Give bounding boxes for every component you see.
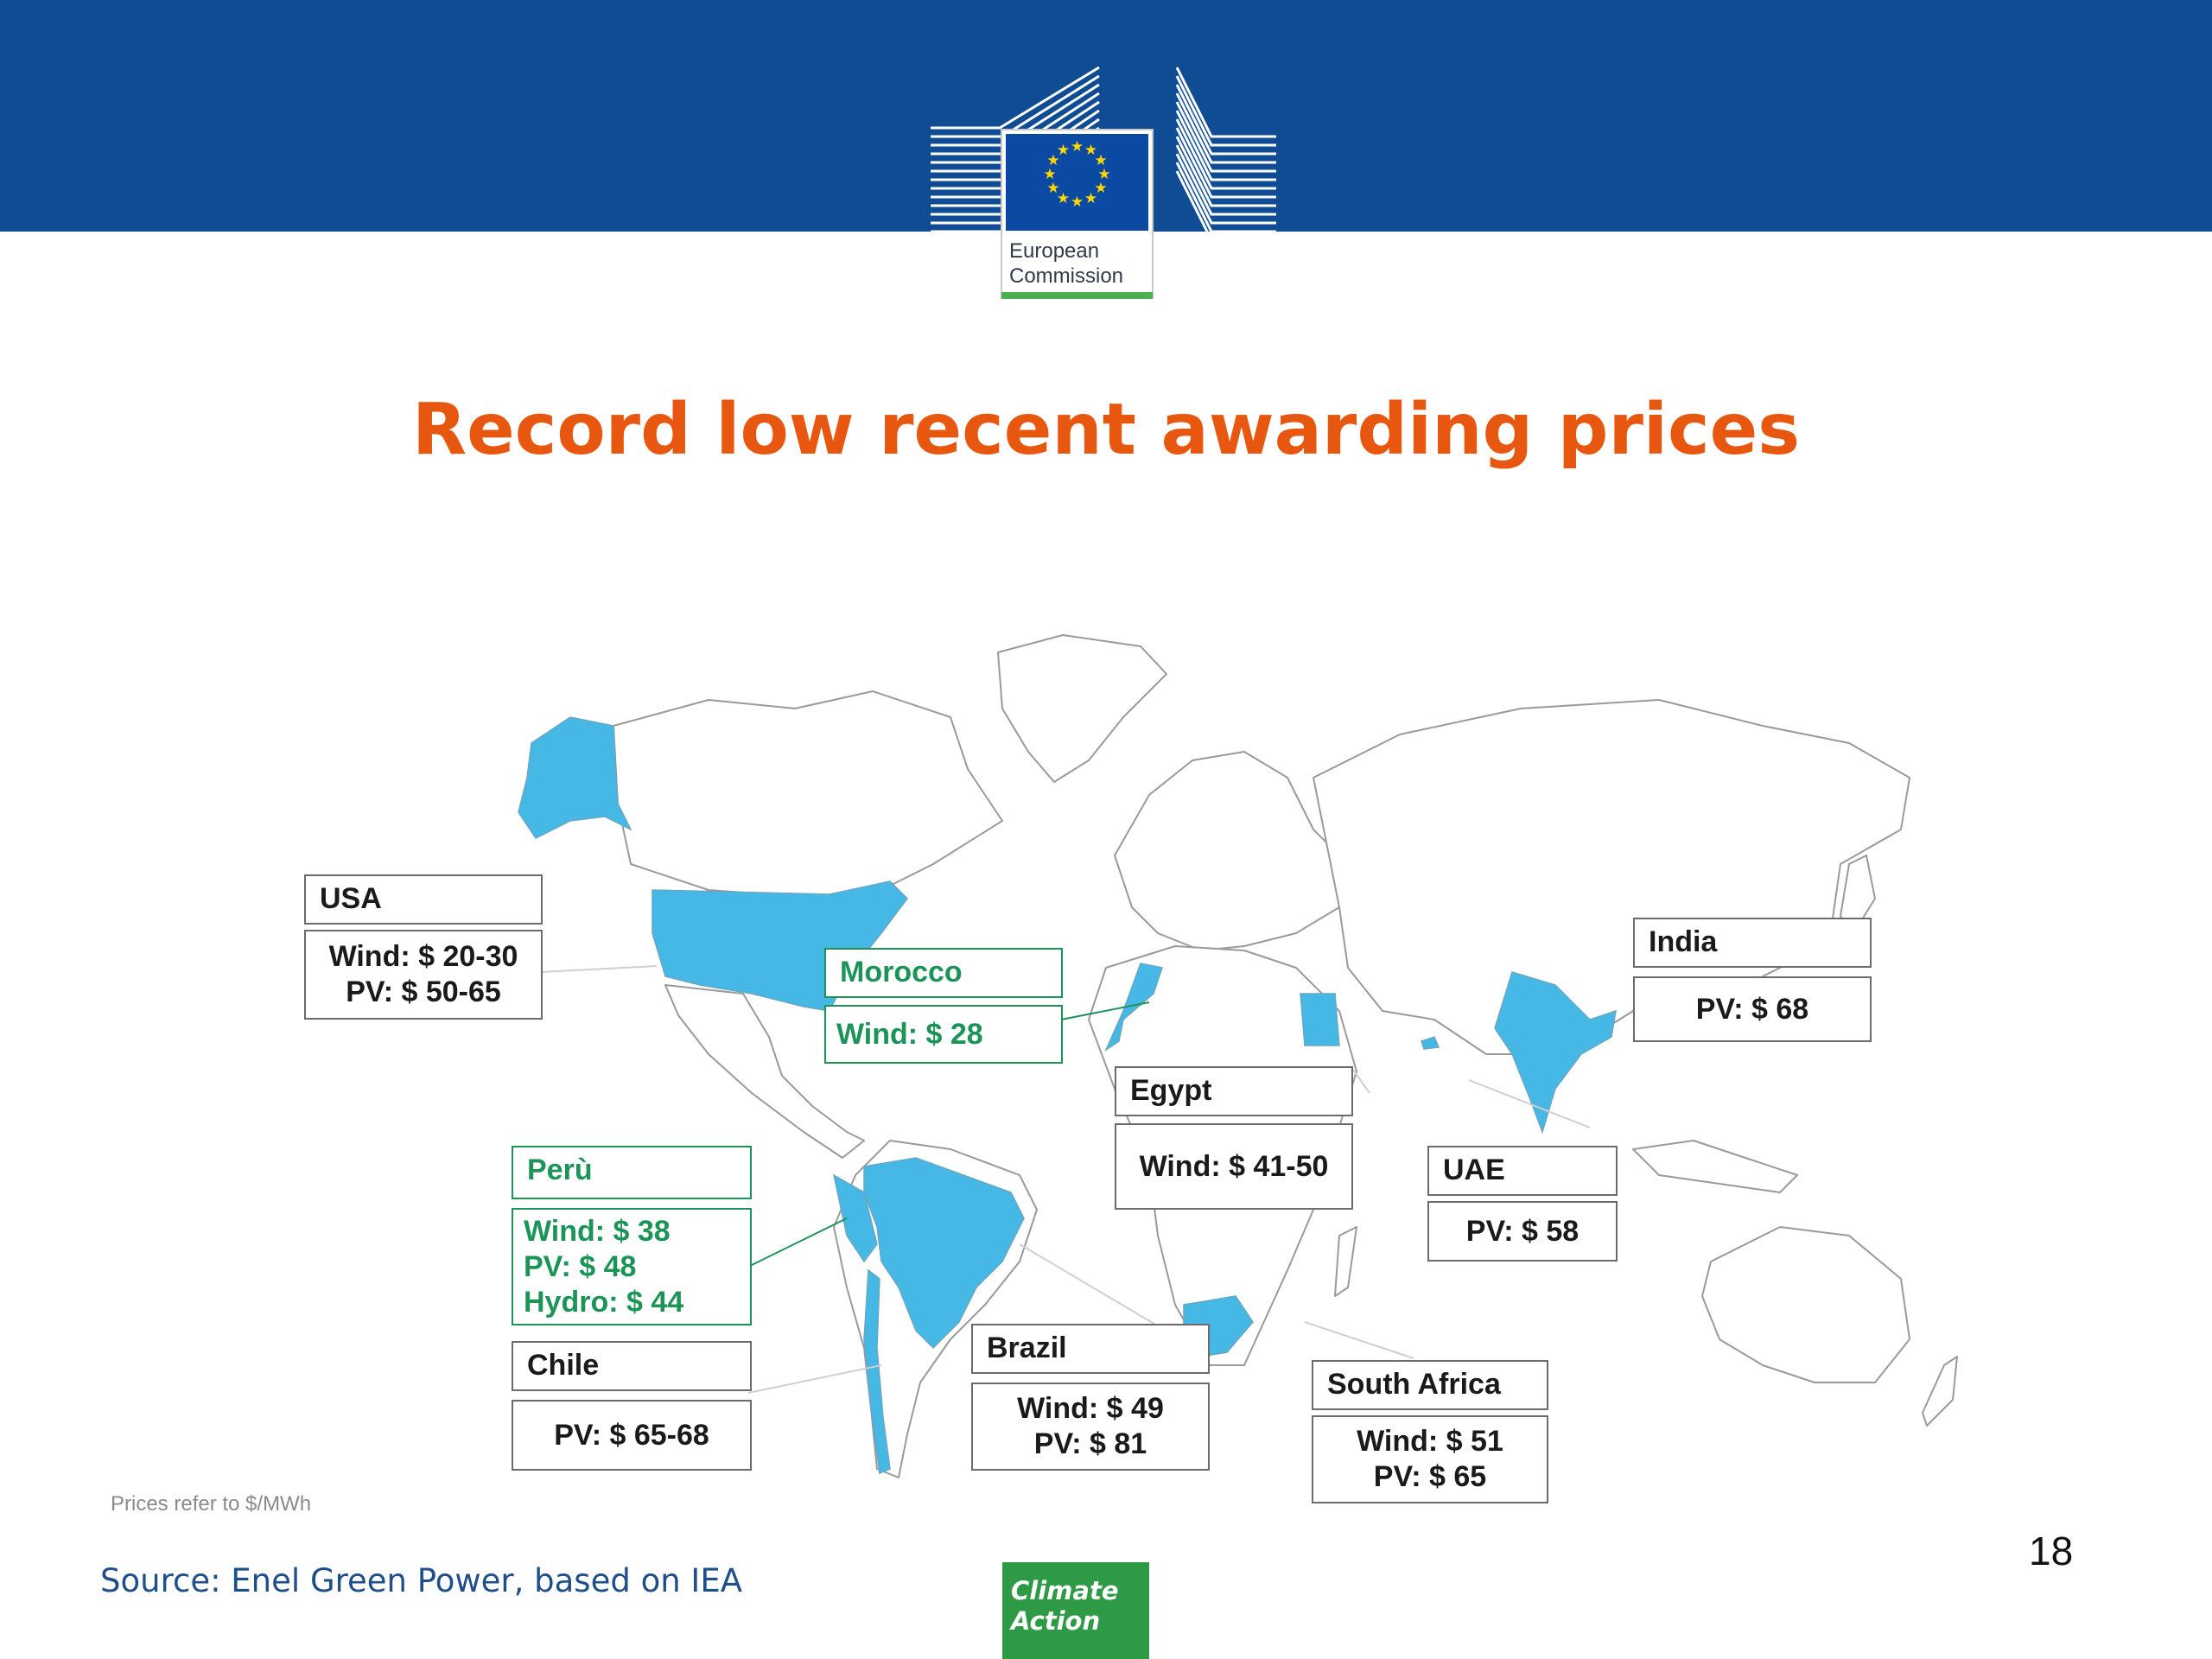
eu-stars-icon: ★ ★ ★ ★ ★ ★ ★ ★ ★ ★ ★ ★ — [1043, 138, 1110, 211]
label-morocco-prices: Wind: $ 28 — [824, 1005, 1063, 1064]
country-name: Perù — [527, 1154, 593, 1186]
price-line: PV: $ 68 — [1695, 992, 1809, 1026]
europe-shape — [1114, 751, 1349, 951]
price-line: PV: $ 50-65 — [346, 976, 501, 1008]
country-name: India — [1649, 925, 1718, 958]
price-line: PV: $ 65 — [1373, 1460, 1487, 1493]
page-number: 18 — [2029, 1529, 2074, 1573]
source-citation: Source: Enel Green Power, based on IEA — [100, 1562, 743, 1599]
canada-shape — [613, 690, 1003, 899]
logo-caption: European Commission — [1009, 238, 1153, 289]
brazil-shape — [863, 1157, 1025, 1350]
country-name: Morocco — [840, 956, 963, 988]
price-line: PV: $ 48 — [524, 1249, 637, 1283]
india-shape — [1494, 971, 1617, 1135]
world-map — [518, 634, 1958, 1478]
svg-text:★: ★ — [1057, 142, 1070, 159]
label-egypt-name: Egypt — [1115, 1066, 1353, 1116]
climate-action-badge: Climate Action — [1002, 1562, 1149, 1659]
label-south-africa-prices: Wind: $ 51 PV: $ 65 — [1312, 1415, 1548, 1503]
badge-line-1: Climate — [1011, 1576, 1119, 1605]
label-uae-prices: PV: $ 58 — [1427, 1201, 1618, 1262]
country-name: UAE — [1443, 1154, 1505, 1186]
uae-shape — [1421, 1036, 1440, 1050]
madagascar-shape — [1334, 1226, 1357, 1297]
price-line: Wind: $ 38 — [524, 1214, 671, 1248]
price-line: Wind: $ 20-30 — [328, 940, 518, 973]
eu-flag-icon — [1006, 134, 1148, 231]
label-india-name: India — [1633, 918, 1872, 968]
page-title: Record low recent awarding prices — [411, 389, 1801, 471]
price-line: PV: $ 58 — [1465, 1214, 1580, 1248]
label-brazil-prices: Wind: $ 49 PV: $ 81 — [971, 1382, 1210, 1471]
european-commission-logo: ★ ★ ★ ★ ★ ★ ★ ★ ★ ★ ★ ★ — [931, 66, 1276, 299]
logo-line-2: Commission — [1009, 264, 1124, 288]
alaska-shape — [518, 716, 632, 839]
price-line: Wind: $ 41-50 — [1139, 1149, 1329, 1183]
label-usa-prices: Wind: $ 20-30 PV: $ 50-65 — [304, 930, 543, 1020]
svg-text:★: ★ — [1057, 190, 1070, 207]
footnote: Prices refer to $/MWh — [111, 1492, 312, 1516]
svg-text:★: ★ — [1097, 166, 1110, 183]
price-line: PV: $ 81 — [1033, 1427, 1147, 1460]
japan-shape — [1840, 855, 1876, 934]
country-name: USA — [320, 882, 382, 915]
label-india-prices: PV: $ 68 — [1633, 976, 1872, 1042]
greenland-shape — [997, 634, 1167, 783]
price-line: Wind: $ 49 — [1017, 1392, 1164, 1425]
label-chile-prices: PV: $ 65-68 — [512, 1400, 752, 1471]
price-line: Wind: $ 28 — [836, 1017, 983, 1051]
mexico-shape — [664, 984, 865, 1159]
egypt-shape — [1300, 993, 1340, 1046]
label-morocco-name: Morocco — [824, 948, 1063, 998]
indonesia-shape — [1632, 1140, 1798, 1193]
svg-text:★: ★ — [1071, 194, 1084, 211]
country-name: Egypt — [1130, 1074, 1212, 1107]
logo-line-1: European — [1009, 239, 1100, 263]
label-uae-name: UAE — [1427, 1146, 1618, 1196]
price-line: PV: $ 65-68 — [554, 1418, 709, 1452]
svg-text:★: ★ — [1094, 152, 1107, 169]
country-name: South Africa — [1327, 1368, 1501, 1401]
svg-text:★: ★ — [1084, 190, 1097, 207]
australia-shape — [1701, 1226, 1910, 1383]
new-zealand-shape — [1922, 1356, 1958, 1427]
label-egypt-prices: Wind: $ 41-50 — [1115, 1123, 1353, 1210]
label-usa-name: USA — [304, 874, 543, 925]
label-peru-name: Perù — [512, 1146, 752, 1199]
label-chile-name: Chile — [512, 1341, 752, 1391]
label-brazil-name: Brazil — [971, 1324, 1210, 1374]
label-peru-prices: Wind: $ 38 PV: $ 48 Hydro: $ 44 — [512, 1208, 752, 1325]
svg-text:★: ★ — [1084, 142, 1097, 159]
building-stripes-right-icon — [1175, 67, 1276, 242]
price-line: Hydro: $ 44 — [524, 1285, 684, 1319]
price-line: Wind: $ 51 — [1357, 1425, 1503, 1458]
svg-text:★: ★ — [1046, 180, 1059, 197]
country-name: Brazil — [987, 1332, 1067, 1364]
country-name: Chile — [527, 1349, 600, 1382]
label-south-africa-name: South Africa — [1312, 1360, 1548, 1410]
svg-text:★: ★ — [1094, 180, 1107, 197]
badge-line-2: Action — [1011, 1606, 1101, 1636]
svg-text:★: ★ — [1071, 138, 1084, 156]
svg-text:★: ★ — [1043, 166, 1056, 183]
svg-text:★: ★ — [1046, 152, 1059, 169]
